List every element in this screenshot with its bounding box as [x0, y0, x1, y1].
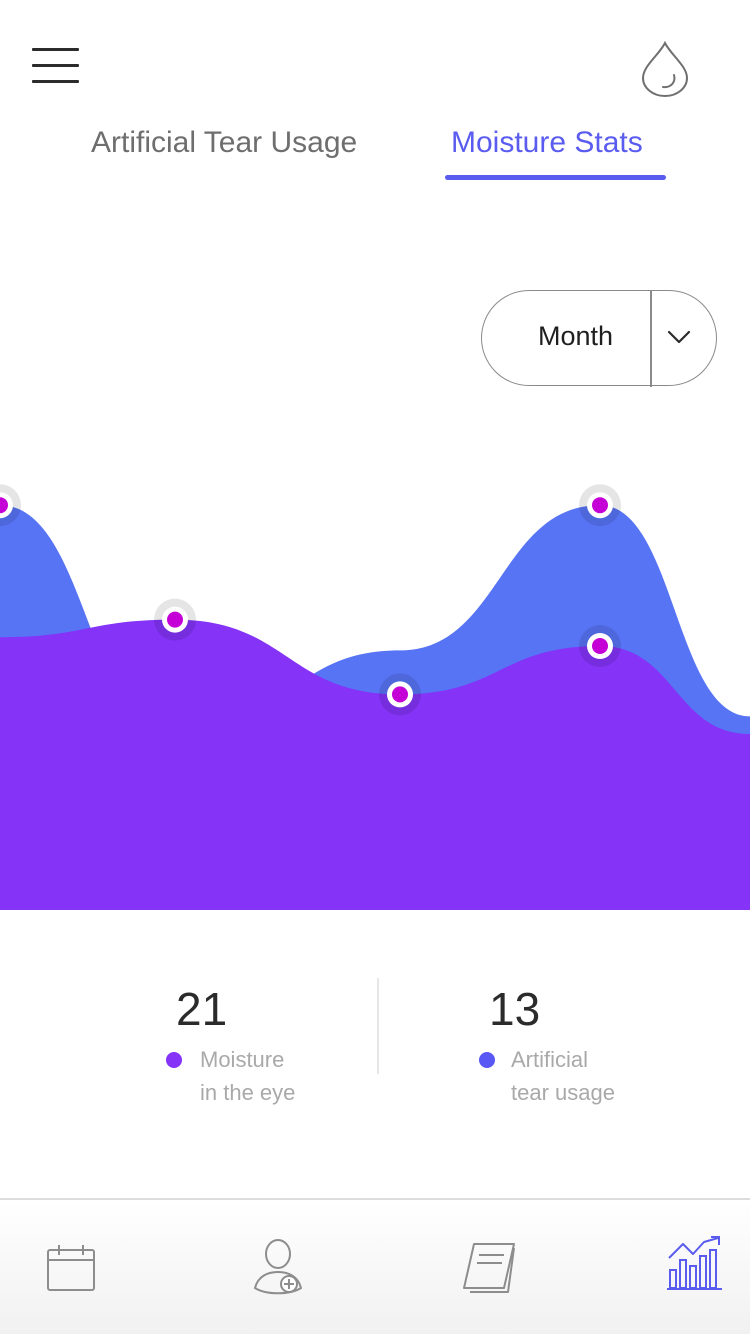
active-tab-indicator: [445, 175, 666, 180]
chart-data-point[interactable]: [579, 625, 621, 667]
moisture-area-chart: [0, 484, 750, 910]
calendar-icon: [47, 1245, 95, 1291]
menu-button[interactable]: [32, 48, 80, 84]
water-drop-button[interactable]: [640, 40, 690, 98]
tear-usage-label-sub: tear usage: [511, 1080, 615, 1105]
tab-artificial-tear-usage[interactable]: Artificial Tear Usage: [91, 126, 358, 159]
statistics-icon: [667, 1236, 722, 1290]
tear-usage-legend-dot: [479, 1052, 495, 1068]
dropdown-divider: [650, 291, 652, 387]
nav-calendar[interactable]: [46, 1244, 96, 1292]
menu-line: [32, 48, 79, 51]
menu-line: [32, 64, 79, 67]
tear-usage-label: Artificial: [511, 1047, 589, 1072]
chart-data-point[interactable]: [379, 673, 421, 716]
chart-data-point[interactable]: [0, 484, 21, 527]
menu-line: [32, 80, 79, 83]
tab-moisture-stats[interactable]: Moisture Stats: [451, 126, 643, 159]
moisture-label: Moisture: [200, 1047, 285, 1072]
nav-journal[interactable]: [462, 1240, 518, 1294]
journal-icon: [463, 1243, 515, 1293]
nav-eye-doctor[interactable]: [252, 1238, 308, 1298]
stats-divider: [377, 978, 379, 1074]
chart-data-point[interactable]: [579, 484, 621, 527]
moisture-value: 21: [176, 983, 228, 1035]
tear-usage-value: 13: [489, 983, 541, 1035]
period-value: Month: [538, 321, 614, 351]
moisture-legend-dot: [166, 1052, 182, 1068]
period-dropdown[interactable]: Month: [481, 290, 717, 387]
moisture-area: [0, 619, 750, 910]
moisture-label-sub: in the eye: [200, 1080, 296, 1105]
bottom-navigation: [0, 1198, 750, 1334]
chart-data-point[interactable]: [154, 598, 196, 641]
water-drop-icon: [641, 40, 689, 97]
eye-doctor-icon: [253, 1239, 303, 1295]
nav-statistics[interactable]: [666, 1236, 724, 1292]
chevron-down-icon: [667, 330, 691, 344]
